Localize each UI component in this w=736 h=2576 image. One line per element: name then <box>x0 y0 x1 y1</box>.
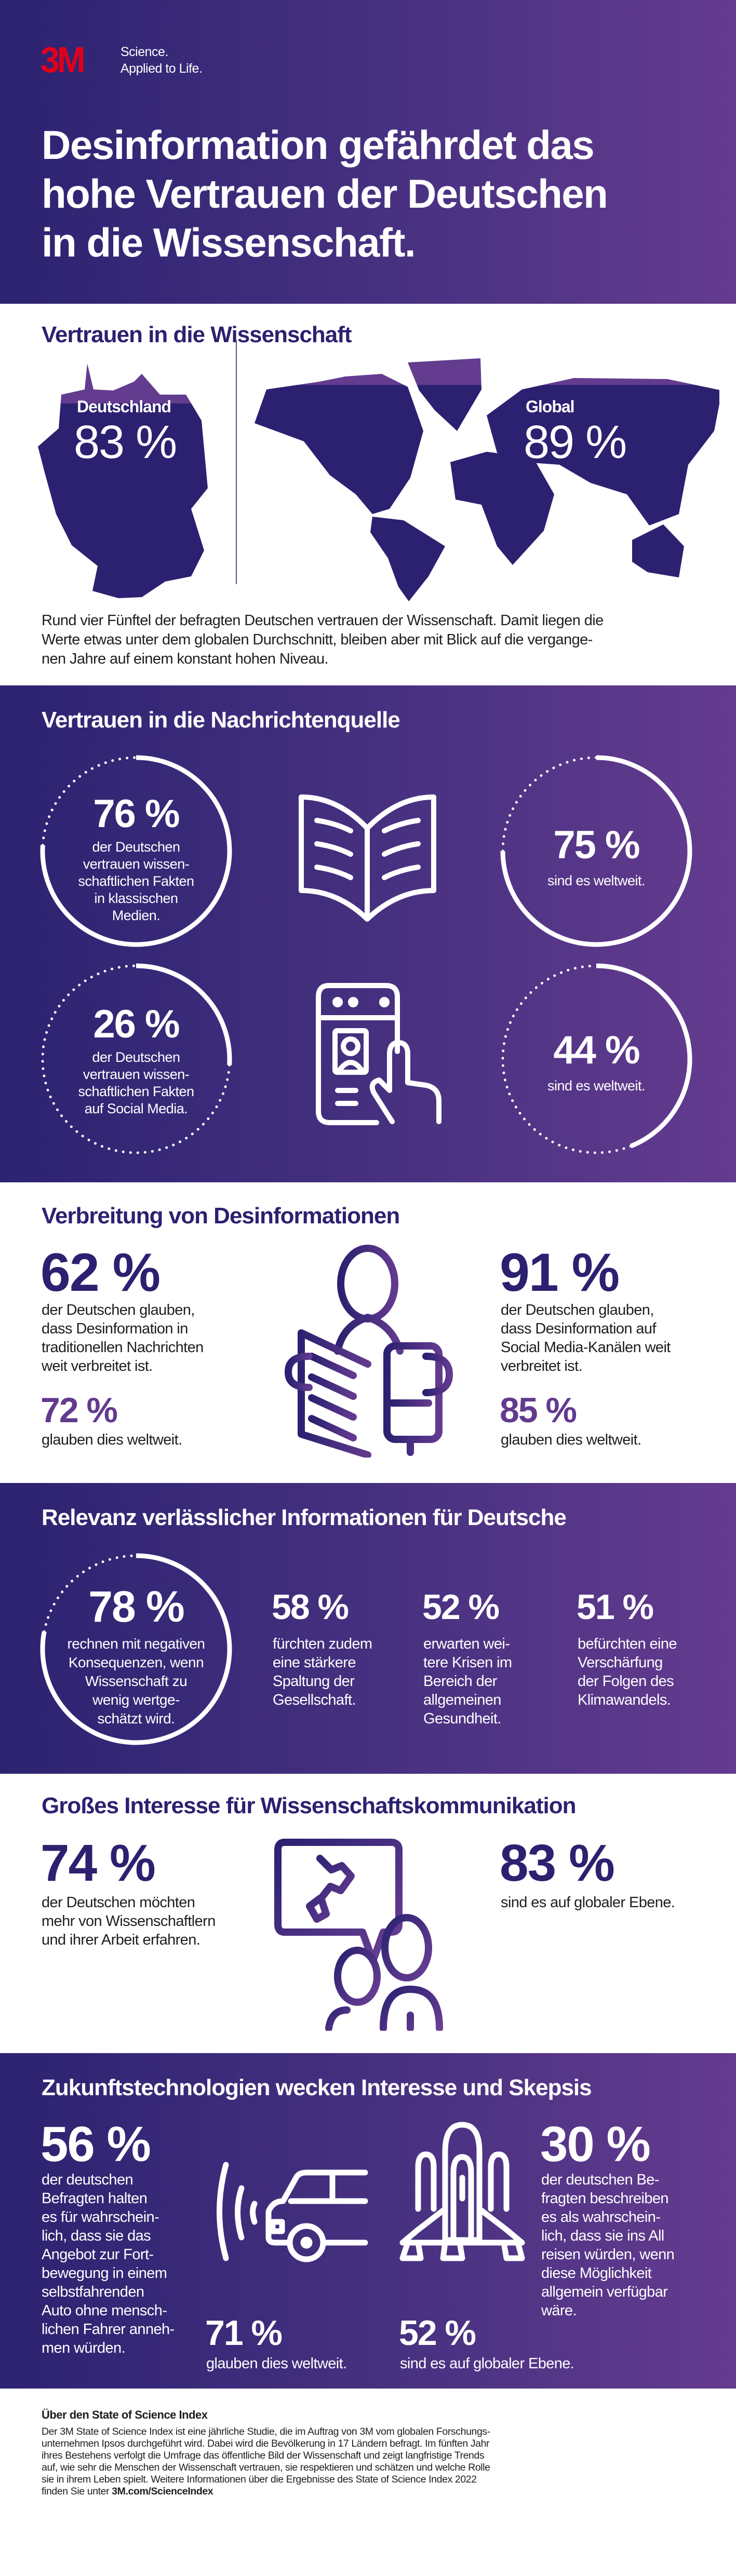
ring-value-arc <box>40 755 232 947</box>
ring-chart-relevance <box>40 1553 232 1745</box>
global-label: Global <box>526 397 575 416</box>
social-de-text: der Deutschen vertrauen wissen- schaftli… <box>78 1049 194 1116</box>
about-body: Der 3M State of Science Index ist eine j… <box>42 2426 717 2498</box>
trust-paragraph: Rund vier Fünftel der befragten Deutsche… <box>42 612 604 667</box>
classic-de-value: 76 % <box>93 792 180 836</box>
eurasia-shape <box>487 378 719 525</box>
germany-shape <box>38 363 208 598</box>
section-heading: Zukunftstechnologien wecken Interesse un… <box>42 2075 592 2100</box>
section-heading: Verbreitung von Desinformationen <box>42 1203 400 1229</box>
global-value: 89 % <box>524 416 627 468</box>
space-global-text: sind es auf globaler Ebene. <box>400 2355 574 2372</box>
header-banner: 3M Science. Applied to Life. Desinformat… <box>0 0 736 304</box>
smartphone-touch-icon <box>316 983 441 1125</box>
self-driving-car-icon <box>217 2162 368 2262</box>
ring-value-arc <box>40 1553 232 1745</box>
spread-left-global-text: glauben dies weltweit. <box>42 1432 182 1448</box>
3m-logo[interactable]: 3M <box>41 39 86 80</box>
spread-left-global-value: 72 % <box>41 1391 118 1430</box>
science-index-link[interactable]: 3M.com/ScienceIndex <box>112 2486 213 2497</box>
car-value: 56 % <box>41 2116 151 2172</box>
space-global-value: 52 % <box>399 2313 476 2353</box>
germany-value: 83 % <box>74 416 177 468</box>
australia-shape <box>632 524 684 577</box>
rocket-icon <box>399 2122 525 2261</box>
page-title: Desinformation gefährdet das hohe Vertra… <box>42 122 608 265</box>
ring-chart-social-de <box>41 963 232 1154</box>
spread-section: Verbreitung von Desinformationen 62 % de… <box>0 1182 736 1483</box>
stat-text: fürchten zudem eine stärkere Spaltung de… <box>273 1636 372 1708</box>
section-heading: Großes Interesse für Wissenschaftskommun… <box>42 1793 576 1818</box>
interest-section: Großes Interesse für Wissenschaftskommun… <box>0 1774 736 2053</box>
north-america-shape <box>255 374 423 514</box>
ring-value-arc <box>136 963 232 1066</box>
ring-remainder-dots <box>501 756 598 853</box>
ring-remainder-dots <box>501 964 632 1154</box>
car-global-value: 71 % <box>205 2313 283 2353</box>
car-global-text: glauben dies weltweit. <box>206 2355 347 2372</box>
space-text: der deutschen Be- fragten beschreiben es… <box>541 2172 675 2319</box>
ring-chart-classic-de <box>40 755 232 947</box>
about-text: Der 3M State of Science Index ist eine j… <box>42 2426 490 2497</box>
section-heading: Vertrauen in die Nachrichtenquelle <box>42 707 400 733</box>
stat-value: 58 % <box>272 1587 349 1627</box>
stat-text: erwarten wei- tere Krisen im Bereich der… <box>423 1636 512 1727</box>
germany-map <box>38 363 208 598</box>
relevance-main-text: rechnen mit negativen Konsequenzen, wenn… <box>67 1636 205 1727</box>
section-heading: Vertrauen in die Wissenschaft <box>42 322 352 347</box>
social-global-value: 44 % <box>553 1028 640 1072</box>
spread-right-value: 91 % <box>500 1243 620 1303</box>
sources-section: Vertrauen in die Nachrichtenquelle 76 % … <box>0 685 736 1182</box>
tagline: Science. Applied to Life. <box>121 44 203 77</box>
greenland-shape <box>408 358 481 431</box>
interest-right-value: 83 % <box>500 1834 615 1892</box>
future-section: Zukunftstechnologien wecken Interesse un… <box>0 2053 736 2389</box>
social-global-text: sind es weltweit. <box>547 1078 646 1094</box>
relevance-main-value: 78 % <box>88 1582 184 1631</box>
classic-global-value: 75 % <box>553 823 640 867</box>
stat-text: befürchten eine Verschärfung der Folgen … <box>578 1636 677 1708</box>
ring-chart-classic-global <box>500 755 692 947</box>
book-icon <box>299 794 436 922</box>
spread-left-value: 62 % <box>41 1243 160 1303</box>
interest-left-text: der Deutschen möchten mehr von Wissensch… <box>42 1894 216 1948</box>
relevance-section: Relevanz verlässlicher Informationen für… <box>0 1483 736 1774</box>
ring-value-arc <box>596 963 692 1149</box>
stat-value: 51 % <box>577 1587 654 1627</box>
africa-shape <box>450 452 554 565</box>
interest-right-text: sind es auf globaler Ebene. <box>501 1894 675 1911</box>
ring-value-arc <box>500 755 692 947</box>
trust-section: Vertrauen in die Wissenschaft Deutschlan… <box>0 304 736 685</box>
about-section: Über den State of Science Index Der 3M S… <box>0 2389 736 2576</box>
germany-label: Deutschland <box>77 397 171 416</box>
car-text: der deutschen Befragten halten es für wa… <box>42 2172 175 2356</box>
divider <box>236 340 237 584</box>
ring-chart-social-global <box>501 963 692 1154</box>
social-de-value: 26 % <box>93 1002 180 1046</box>
tagline-line-1: Science. <box>121 45 168 59</box>
tagline-line-2: Applied to Life. <box>121 61 203 76</box>
interest-left-value: 74 % <box>41 1834 156 1892</box>
classic-global-text: sind es weltweit. <box>547 873 646 888</box>
south-america-shape <box>370 517 445 601</box>
speech-bubble-people-icon <box>274 1839 443 2031</box>
spread-right-text: der Deutschen glauben, dass Desinformati… <box>501 1302 671 1374</box>
about-heading: Über den State of Science Index <box>42 2408 208 2421</box>
spread-right-global-text: glauben dies weltweit. <box>501 1432 641 1448</box>
space-value: 30 % <box>540 2116 651 2172</box>
spread-left-text: der Deutschen glauben, dass Desinformati… <box>42 1302 204 1374</box>
classic-de-text: der Deutschen vertrauen wissen- schaftli… <box>78 839 194 923</box>
section-heading: Relevanz verlässlicher Informationen für… <box>42 1505 567 1530</box>
ring-remainder-dots <box>41 964 231 1154</box>
stat-value: 52 % <box>422 1587 500 1627</box>
world-map <box>255 358 719 601</box>
spread-right-global-value: 85 % <box>500 1391 577 1430</box>
person-reading-icon <box>285 1239 453 1458</box>
